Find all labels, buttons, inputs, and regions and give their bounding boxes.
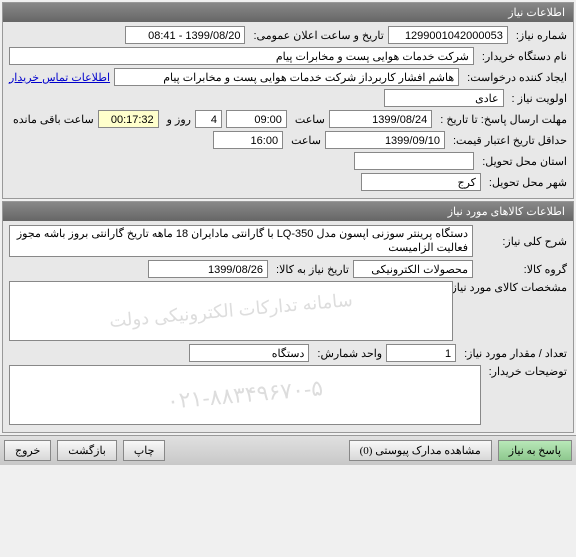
footer-bar: پاسخ به نیاز مشاهده مدارک پیوستی (0) چاپ…	[0, 435, 576, 465]
goods-panel-body: شرح کلی نیاز: دستگاه پرینتر سوزنی اپسون …	[3, 221, 573, 432]
row-buyer: نام دستگاه خریدار: شرکت خدمات هوایی پست …	[9, 47, 567, 65]
announce-value: 1399/08/20 - 08:41	[125, 26, 245, 44]
remain-label: ساعت باقی مانده	[9, 113, 94, 126]
row-priority: اولویت نیاز : عادی	[9, 89, 567, 107]
general-desc-value: دستگاه پرینتر سوزنی اپسون مدل LQ-350 با …	[9, 225, 473, 257]
creator-value: هاشم افشار کاربرداز شرکت خدمات هوایی پست…	[114, 68, 459, 86]
priority-value: عادی	[384, 89, 504, 107]
need-date-value: 1399/08/26	[148, 260, 268, 278]
qty-value: 1	[386, 344, 456, 362]
need-date-label: تاریخ نیاز به کالا:	[272, 263, 349, 276]
goods-panel: اطلاعات کالاهای مورد نیاز شرح کلی نیاز: …	[2, 201, 574, 433]
respond-button[interactable]: پاسخ به نیاز	[498, 440, 572, 461]
time-label-1: ساعت	[291, 113, 325, 126]
deadline-date: 1399/08/24	[329, 110, 432, 128]
info-panel-body: شماره نیاز: 1299001042000053 تاریخ و ساع…	[3, 22, 573, 198]
unit-value: دستگاه	[189, 344, 309, 362]
delivery-state-label: استان محل تحویل:	[478, 155, 567, 168]
unit-label: واحد شمارش:	[313, 347, 382, 360]
deadline-time: 09:00	[226, 110, 287, 128]
contact-link[interactable]: اطلاعات تماس خریدار	[9, 71, 110, 84]
info-panel-header: اطلاعات نیاز	[3, 3, 573, 22]
time-label-2: ساعت	[287, 134, 321, 147]
qty-label: تعداد / مقدار مورد نیاز:	[460, 347, 567, 360]
announce-label: تاریخ و ساعت اعلان عمومی:	[249, 29, 383, 42]
spec-label: مشخصات کالای مورد نیاز:	[457, 281, 567, 294]
exit-button[interactable]: خروج	[4, 440, 51, 461]
buyer-label: نام دستگاه خریدار:	[478, 50, 567, 63]
row-delivery-city: شهر محل تحویل: کرج	[9, 173, 567, 191]
watermark-text-1: سامانه تدارکات الکترونیکی دولت	[108, 290, 353, 332]
validity-label: حداقل تاریخ اعتبار قیمت:	[449, 134, 567, 147]
row-spec: مشخصات کالای مورد نیاز: سامانه تدارکات ا…	[9, 281, 567, 341]
row-delivery-state: استان محل تحویل:	[9, 152, 567, 170]
print-button[interactable]: چاپ	[123, 440, 166, 461]
group-value: محصولات الکترونیکی	[353, 260, 473, 278]
validity-date: 1399/09/10	[325, 131, 445, 149]
buyer-notes-label: توضیحات خریدار:	[485, 365, 567, 378]
general-desc-label: شرح کلی نیاز:	[477, 235, 567, 248]
delivery-city-label: شهر محل تحویل:	[485, 176, 567, 189]
goods-panel-header: اطلاعات کالاهای مورد نیاز	[3, 202, 573, 221]
delivery-city-value: کرج	[361, 173, 481, 191]
row-validity: حداقل تاریخ اعتبار قیمت: 1399/09/10 ساعت…	[9, 131, 567, 149]
row-buyer-notes: توضیحات خریدار: ۰۲۱-۸۸۳۴۹۶۷۰-۵	[9, 365, 567, 425]
row-creator: ایجاد کننده درخواست: هاشم افشار کاربرداز…	[9, 68, 567, 86]
days-label: روز و	[163, 113, 191, 126]
back-button[interactable]: بازگشت	[57, 440, 117, 461]
remain-time: 00:17:32	[98, 110, 159, 128]
validity-time: 16:00	[213, 131, 283, 149]
row-group: گروه کالا: محصولات الکترونیکی تاریخ نیاز…	[9, 260, 567, 278]
buyer-notes-textarea[interactable]: ۰۲۱-۸۸۳۴۹۶۷۰-۵	[9, 365, 481, 425]
row-general-desc: شرح کلی نیاز: دستگاه پرینتر سوزنی اپسون …	[9, 225, 567, 257]
buyer-value: شرکت خدمات هوایی پست و مخابرات پیام	[9, 47, 474, 65]
deadline-label: مهلت ارسال پاسخ: تا تاریخ :	[436, 113, 567, 126]
creator-label: ایجاد کننده درخواست:	[463, 71, 567, 84]
priority-label: اولویت نیاز :	[508, 92, 567, 105]
days-value: 4	[195, 110, 222, 128]
delivery-state-value	[354, 152, 474, 170]
row-qty: تعداد / مقدار مورد نیاز: 1 واحد شمارش: د…	[9, 344, 567, 362]
request-no-label: شماره نیاز:	[512, 29, 567, 42]
group-label: گروه کالا:	[477, 263, 567, 276]
row-request-no: شماره نیاز: 1299001042000053 تاریخ و ساع…	[9, 26, 567, 44]
request-no-value: 1299001042000053	[388, 26, 508, 44]
attachments-button[interactable]: مشاهده مدارک پیوستی (0)	[349, 440, 492, 461]
spec-textarea[interactable]: سامانه تدارکات الکترونیکی دولت	[9, 281, 453, 341]
info-panel: اطلاعات نیاز شماره نیاز: 129900104200005…	[2, 2, 574, 199]
watermark-text-2: ۰۲۱-۸۸۳۴۹۶۷۰-۵	[166, 375, 324, 415]
row-deadline: مهلت ارسال پاسخ: تا تاریخ : 1399/08/24 س…	[9, 110, 567, 128]
